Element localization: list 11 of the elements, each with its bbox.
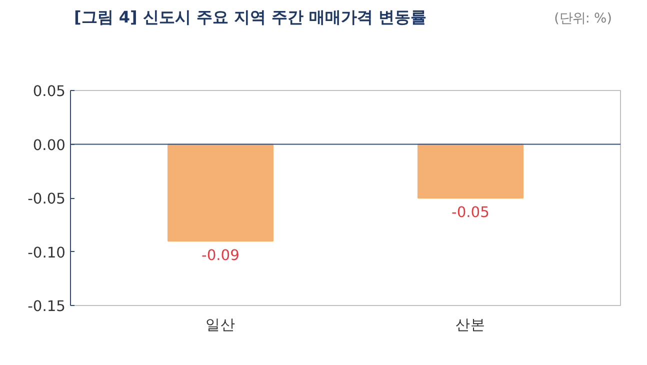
data-label: -0.05 bbox=[452, 204, 490, 221]
text: (단위: %) bbox=[554, 12, 612, 26]
x-tick-label: 일산 bbox=[206, 316, 236, 334]
y-tick-label: -0.15 bbox=[28, 298, 66, 315]
y-tick-label: 0.00 bbox=[32, 136, 66, 154]
data-label: -0.09 bbox=[202, 247, 240, 264]
y-tick-label: -0.05 bbox=[28, 190, 66, 208]
x-tick-label: 산본 bbox=[456, 316, 486, 334]
y-tick-label: 0.05 bbox=[32, 83, 66, 100]
chart-title: [그림 4] 신도시 주요 지역 주간 매매가격 변동률 bbox=[74, 8, 427, 26]
y-tick-label: -0.10 bbox=[28, 244, 66, 262]
